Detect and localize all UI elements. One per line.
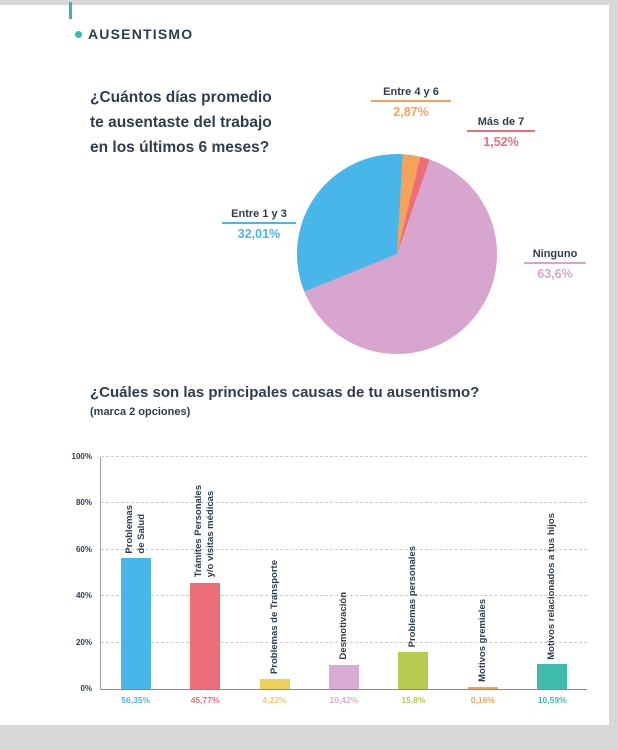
section-title: AUSENTISMO [88,26,194,42]
bar-value-label: 45,77% [190,695,220,705]
bar-value-label: 0,16% [470,695,495,705]
bar-chart-question: ¿Cuáles son las principales causas de tu… [90,384,480,401]
pie-question-line-2: te ausentaste del trabajo [90,114,272,131]
bar-3 [259,679,290,689]
pie-label-percent: 63,6% [537,267,573,281]
bar-value-label: 10,42% [329,695,359,705]
bar-value-label: 56,35% [121,695,151,705]
bar-category-label: Motivos relacionados a tus hijos [546,512,558,660]
bar-value-label: 15,8% [401,695,426,705]
pie-label-entre-1-y-3: Entre 1 y 3 32,01% [222,208,296,241]
y-axis-tick-label: 80% [75,498,92,508]
pie-label-text: Ninguno [532,248,578,260]
pie-label-underline [467,130,535,132]
section-bullet-icon [75,30,82,38]
y-axis-tick-label: 40% [75,591,92,601]
bar-6 [467,687,498,689]
y-axis-tick-label: 0% [80,684,92,693]
pie-label-text: Entre 4 y 6 [383,86,439,98]
gridline [101,595,587,597]
pie-question: ¿Cuántos días promedio te ausentaste del… [90,85,272,160]
bar-value-label: 10,59% [537,695,567,705]
bar-column: Problemas de Salud 56,35% [101,457,170,705]
y-axis-tick-label: 60% [75,544,92,554]
bar-category-label: Trámites Personales y/o visitas médicas [193,485,217,578]
pie-label-underline [371,100,451,102]
pie-label-mas-de-7: Más de 7 1,52% [467,116,535,149]
y-axis-tick-label: 20% [75,637,92,647]
bar-chart-subtitle: (marca 2 opciones) [90,406,191,418]
pie-label-percent: 1,52% [483,135,519,149]
gridline [101,502,587,504]
bar-category-label: Problemas de Salud [123,504,147,554]
bar-1 [120,558,151,689]
bar-column: Motivos gremiales 0,16% [448,457,517,705]
y-axis-tick-label: 100% [71,452,92,461]
bar-2 [190,582,221,689]
pie-label-entre-4-y-6: Entre 4 y 6 2,87% [371,86,451,119]
pie-label-underline [524,262,586,264]
gridline [101,641,587,643]
gridline [101,548,587,550]
bar-plot: Problemas de Salud 56,35% Trámites Persona… [100,456,587,705]
pie-question-line-1: ¿Cuántos días promedio [90,89,272,106]
bar-category-label: Problemas personales [407,545,419,648]
pie-label-percent: 32,01% [237,227,281,241]
document-page: AUSENTISMO ¿Cuántos días promedio te aus… [0,2,609,725]
pie-question-line-3: en los últimos 6 meses? [90,139,270,156]
pie-label-text: Entre 1 y 3 [231,208,287,220]
pie-label-percent: 2,87% [393,105,429,119]
pie-label-text: Más de 7 [477,116,525,128]
bar-category-label: Motivos gremiales [476,599,488,682]
pie-chart [297,154,497,354]
bar-column: Problemas personales 15,8% [379,457,448,705]
section-header: AUSENTISMO [75,26,193,42]
pie-label-ninguno: Ninguno 63,6% [524,248,586,281]
gridline [101,456,587,457]
pie-label-underline [222,222,296,224]
bar-chart: 0% 20% 40% 60% 80% 100% Problemas de Salud 56,… [64,451,592,707]
bar-column: Desmotivación 10,42% [309,457,378,705]
bar-4 [328,664,359,689]
bar-value-label: 4,23% [262,695,287,705]
bar-7 [537,664,568,689]
bar-y-axis: 0% 20% 40% 60% 80% 100% [64,452,96,693]
bar-column: Motivos relacionados a tus hijos 10,59% [518,457,587,705]
bar-5 [398,652,429,689]
accent-tick [69,2,72,19]
bar-category-label: Problemas de Transporte [268,560,280,675]
bar-column: Trámites Personales y/o visitas médicas 4… [170,457,239,705]
bar-column: Problemas de Transporte 4,23% [240,457,309,705]
bar-category-label: Desmotivación [338,592,350,660]
